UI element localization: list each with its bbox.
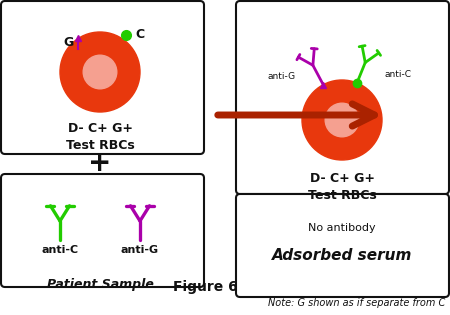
- Text: anti-G: anti-G: [121, 245, 159, 255]
- FancyBboxPatch shape: [236, 1, 449, 194]
- Text: Figure 6: Figure 6: [173, 280, 238, 294]
- Circle shape: [60, 32, 140, 112]
- FancyBboxPatch shape: [1, 1, 204, 154]
- Text: anti-C: anti-C: [385, 71, 412, 79]
- Text: C: C: [135, 28, 144, 42]
- Text: anti-G: anti-G: [267, 72, 295, 81]
- Circle shape: [325, 103, 359, 137]
- Text: anti-C: anti-C: [41, 245, 79, 255]
- Text: D- C+ G+
Test RBCs: D- C+ G+ Test RBCs: [66, 122, 135, 152]
- Text: +: +: [88, 149, 112, 177]
- Text: D- C+ G+
Test RBCs: D- C+ G+ Test RBCs: [308, 172, 376, 202]
- Text: No antibody: No antibody: [308, 223, 376, 233]
- Text: Patient Sample: Patient Sample: [46, 278, 153, 291]
- Circle shape: [83, 55, 117, 89]
- Text: G: G: [63, 37, 73, 49]
- FancyBboxPatch shape: [1, 174, 204, 287]
- Circle shape: [302, 80, 382, 160]
- Text: Adsorbed serum: Adsorbed serum: [272, 249, 412, 264]
- Text: Note: G shown as if separate from C: Note: G shown as if separate from C: [268, 298, 445, 308]
- FancyBboxPatch shape: [236, 194, 449, 297]
